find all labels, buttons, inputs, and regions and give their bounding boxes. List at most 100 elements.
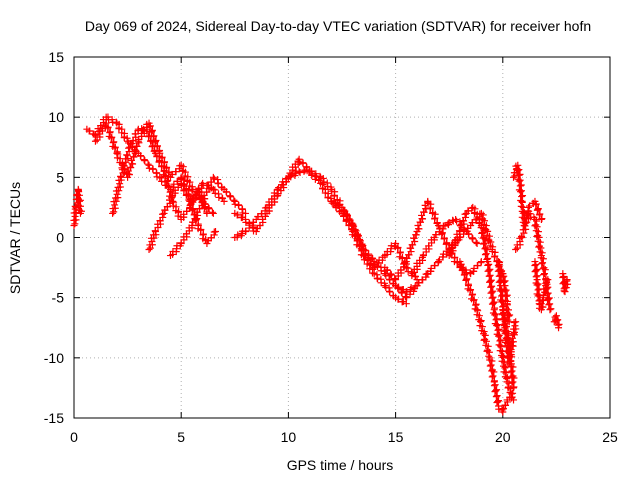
data-point [197, 226, 205, 234]
data-point [563, 276, 571, 284]
data-point [510, 328, 518, 336]
x-tick-label: 20 [495, 429, 511, 445]
data-point [508, 367, 516, 375]
y-tick-label: -5 [52, 290, 65, 306]
data-point [480, 240, 488, 248]
data-point [402, 300, 410, 308]
data-point [477, 318, 485, 326]
data-point [452, 215, 460, 223]
data-point [330, 199, 338, 207]
data-point [125, 144, 133, 152]
data-point [478, 323, 486, 331]
data-point [486, 271, 494, 279]
data-point [561, 288, 569, 296]
data-point [492, 393, 500, 401]
data-point [155, 158, 163, 166]
x-tick-label: 5 [177, 429, 185, 445]
data-point [541, 288, 549, 296]
data-point [112, 197, 120, 205]
data-point [502, 292, 510, 300]
data-point [160, 209, 168, 217]
data-point [502, 286, 510, 294]
data-point [500, 315, 508, 323]
data-point [198, 198, 206, 206]
data-point [504, 316, 512, 324]
data-point [462, 276, 470, 284]
data-point [553, 317, 561, 325]
data-point [544, 295, 552, 303]
data-point [223, 188, 231, 196]
data-point [472, 238, 480, 246]
data-point [141, 157, 149, 165]
data-point [461, 210, 469, 218]
data-point [495, 266, 503, 274]
data-point [488, 357, 496, 365]
data-point [508, 379, 516, 387]
data-point [500, 278, 508, 286]
data-point [541, 270, 549, 278]
data-point [494, 398, 502, 406]
grid-lines [74, 57, 610, 418]
data-point [547, 305, 555, 313]
data-point [489, 293, 497, 301]
data-point [533, 206, 541, 214]
data-point [510, 173, 518, 181]
data-point [158, 210, 166, 218]
data-point [485, 266, 493, 274]
data-point [466, 286, 474, 294]
data-point [475, 312, 483, 320]
y-tick-label: 5 [56, 169, 64, 185]
data-point [541, 266, 549, 274]
data-point [412, 231, 420, 239]
x-axis-label: GPS time / hours [287, 457, 394, 473]
data-point [148, 143, 156, 151]
data-point [235, 201, 243, 209]
data-point [180, 187, 188, 195]
data-point [488, 373, 496, 381]
data-point [104, 124, 112, 132]
y-tick-label: 10 [48, 109, 64, 125]
data-point [110, 208, 118, 216]
data-point [474, 307, 482, 315]
data-point [445, 218, 453, 226]
data-point [113, 190, 121, 198]
data-point [509, 363, 517, 371]
data-point [214, 180, 222, 188]
data-point [470, 296, 478, 304]
data-point [242, 209, 250, 217]
data-point [491, 381, 499, 389]
data-point [523, 218, 531, 226]
data-point [469, 235, 477, 243]
data-point [440, 235, 448, 243]
data-point [299, 159, 307, 167]
data-point [543, 277, 551, 285]
x-tick-label: 10 [281, 429, 297, 445]
series-arc-6 [166, 173, 250, 260]
data-point [153, 153, 161, 161]
data-point [426, 205, 434, 213]
data-point [494, 267, 502, 275]
series-arc-5 [145, 179, 220, 254]
data-point [489, 299, 497, 307]
data-point [493, 321, 501, 329]
data-point [481, 235, 489, 243]
data-point [534, 280, 542, 288]
series-arc-1 [70, 185, 85, 229]
data-point [478, 229, 486, 237]
data-point [539, 255, 547, 263]
data-point [499, 353, 507, 361]
data-point [505, 318, 513, 326]
data-point [76, 196, 84, 204]
data-point [509, 378, 517, 386]
data-point [487, 289, 495, 297]
data-point [442, 240, 450, 248]
data-point [525, 203, 533, 211]
data-point [484, 342, 492, 350]
data-point [485, 260, 493, 268]
data-point [545, 301, 553, 309]
data-point [395, 295, 403, 303]
data-point [445, 252, 453, 260]
data-point [139, 126, 147, 134]
data-point [457, 261, 465, 269]
data-point [491, 388, 499, 396]
